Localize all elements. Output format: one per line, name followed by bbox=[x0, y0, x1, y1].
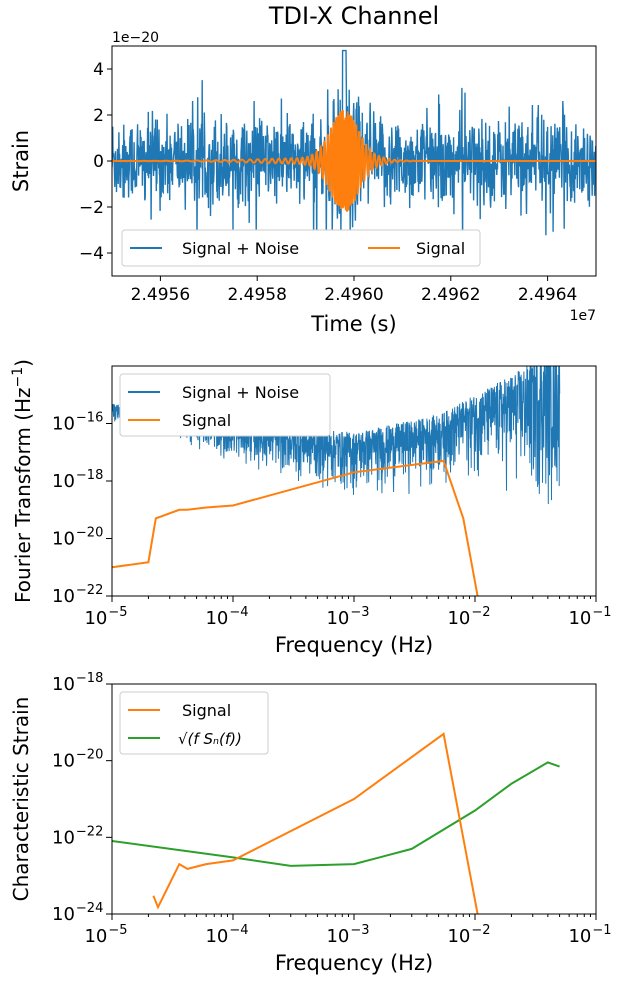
y-offset-label: 1e−20 bbox=[112, 30, 159, 46]
y-axis-label: Characteristic Strain bbox=[9, 697, 33, 902]
x-tick-label: 10−4 bbox=[205, 923, 248, 947]
x-tick-exponent: −4 bbox=[229, 923, 248, 938]
x-tick-label: 2.4964 bbox=[518, 285, 577, 305]
x-offset-label: 1e7 bbox=[570, 308, 596, 324]
y-tick-label: 10−24 bbox=[52, 901, 103, 925]
legend-box bbox=[119, 373, 331, 437]
y-tick-label: 10−18 bbox=[52, 468, 103, 492]
legend-label-signal-noise: Signal + Noise bbox=[182, 383, 299, 402]
x-tick-label: 10−2 bbox=[447, 923, 490, 947]
x-tick-exponent: −1 bbox=[592, 923, 611, 938]
figure-title: TDI-X Channel bbox=[268, 2, 440, 30]
x-axis-label: Frequency (Hz) bbox=[275, 951, 433, 975]
plot-area bbox=[112, 49, 596, 248]
time-series-panel: 2.4956 2.4958 2.4960 2.4962 2.4964 −4 −2 0 2 4 1e−… bbox=[9, 30, 597, 336]
x-tick-label: 10−3 bbox=[326, 605, 369, 629]
x-tick-label: 10−3 bbox=[326, 923, 369, 947]
y-axis-label-end: ) bbox=[11, 359, 35, 367]
y-axis-label-exponent: −1 bbox=[10, 367, 26, 388]
x-tick-label: 10−5 bbox=[84, 605, 127, 629]
strain-panel: 10−5 10−4 10−3 10−2 10−1 10−24 10−22 10−20 10−18… bbox=[9, 671, 612, 975]
signal-line bbox=[112, 459, 479, 596]
y-tick-label: 0 bbox=[93, 152, 104, 172]
x-tick-exponent: −5 bbox=[108, 923, 127, 938]
x-tick-exponent: −2 bbox=[471, 923, 490, 938]
y-tick-exponent: −16 bbox=[76, 411, 103, 426]
legend-label-signal: Signal bbox=[182, 411, 231, 430]
x-tick-label: 2.4958 bbox=[227, 285, 286, 305]
x-tick-label: 10−5 bbox=[84, 923, 127, 947]
y-tick-label: 10−22 bbox=[52, 583, 103, 607]
legend-label-signal-noise: Signal + Noise bbox=[182, 239, 299, 258]
y-tick-label: −4 bbox=[79, 244, 104, 264]
y-tick-label: 10−20 bbox=[52, 526, 103, 550]
legend-label-signal: Signal bbox=[182, 701, 231, 720]
x-tick-exponent: −4 bbox=[229, 605, 248, 620]
x-axis-label: Time (s) bbox=[310, 312, 396, 336]
legend-label-noise-curve: √(f Sₙ(f)) bbox=[178, 730, 242, 748]
noise-curve-line bbox=[112, 761, 560, 867]
x-tick-label: 10−1 bbox=[568, 923, 611, 947]
x-tick-label: 10−1 bbox=[568, 605, 611, 629]
y-tick-label: −2 bbox=[79, 198, 104, 218]
fourier-panel: 10−5 10−4 10−3 10−2 10−1 10−22 10−20 10−18 10−16… bbox=[10, 359, 612, 657]
y-tick-exponent: −22 bbox=[76, 583, 103, 598]
x-tick-label: 2.4960 bbox=[324, 285, 383, 305]
y-tick-label: 10−20 bbox=[52, 748, 103, 772]
signal-line bbox=[152, 732, 479, 914]
x-tick-exponent: −1 bbox=[592, 605, 611, 620]
x-tick-label: 2.4962 bbox=[421, 285, 480, 305]
x-tick-exponent: −5 bbox=[108, 605, 127, 620]
plot-area bbox=[112, 732, 560, 914]
signal-line bbox=[112, 110, 596, 212]
y-tick-exponent: −20 bbox=[76, 748, 103, 763]
y-axis-label: Strain bbox=[9, 130, 33, 192]
legend: Signal + Noise Signal bbox=[119, 373, 331, 437]
x-tick-exponent: −3 bbox=[350, 605, 369, 620]
x-tick-label: 10−2 bbox=[447, 605, 490, 629]
y-tick-exponent: −18 bbox=[76, 671, 103, 686]
y-tick-label: 4 bbox=[93, 60, 104, 80]
y-tick-label: 10−22 bbox=[52, 824, 103, 848]
x-tick-label: 10−4 bbox=[205, 605, 248, 629]
legend-box bbox=[121, 229, 481, 267]
y-tick-label: 10−18 bbox=[52, 671, 103, 695]
y-tick-exponent: −18 bbox=[76, 468, 103, 483]
x-tick-label: 2.4956 bbox=[131, 285, 190, 305]
y-tick-exponent: −22 bbox=[76, 824, 103, 839]
legend: Signal √(f Sₙ(f)) bbox=[119, 691, 269, 755]
legend: Signal + Noise Signal bbox=[121, 229, 481, 267]
x-tick-exponent: −2 bbox=[471, 605, 490, 620]
legend-label-signal: Signal bbox=[416, 239, 465, 258]
x-axis-label: Frequency (Hz) bbox=[275, 633, 433, 657]
y-tick-exponent: −24 bbox=[76, 901, 103, 916]
y-tick-label: 10−16 bbox=[52, 411, 103, 435]
y-tick-label: 2 bbox=[93, 106, 104, 126]
y-tick-exponent: −20 bbox=[76, 526, 103, 541]
x-tick-exponent: −3 bbox=[350, 923, 369, 938]
y-axis-label: Fourier Transform (Hz−1) bbox=[10, 359, 35, 603]
